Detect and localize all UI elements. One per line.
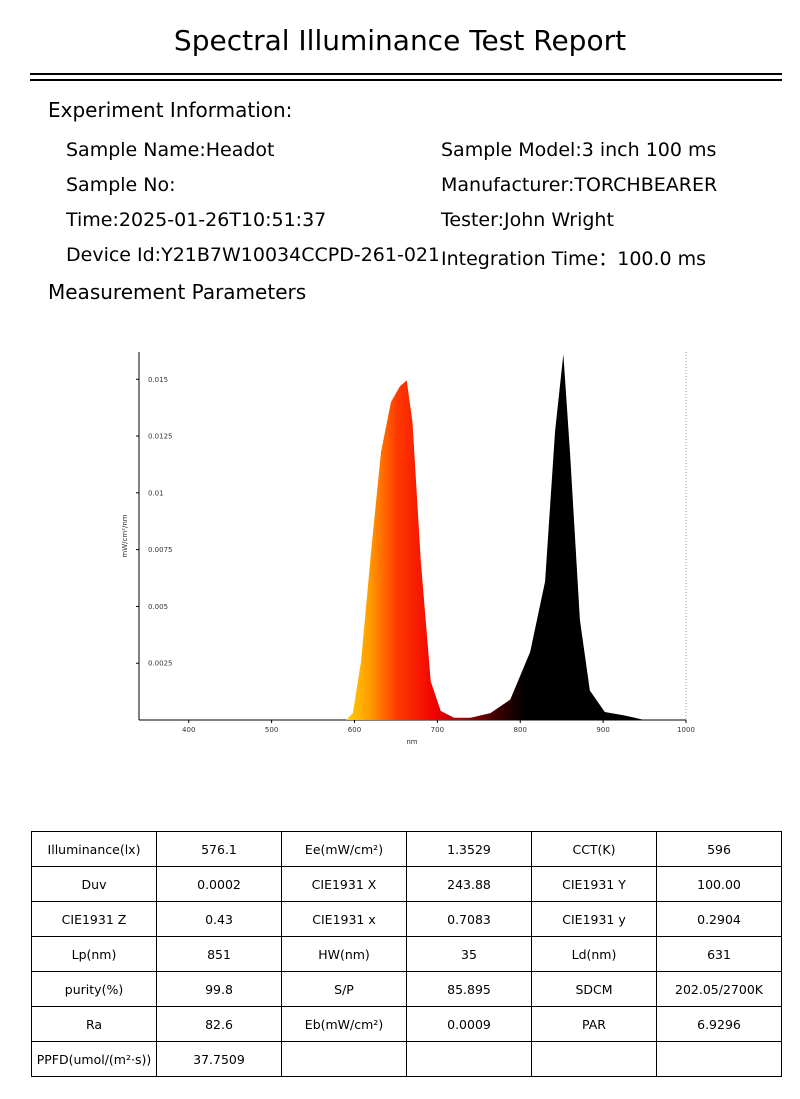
table-cell: PAR bbox=[531, 1006, 657, 1042]
x-axis-label: nm bbox=[406, 738, 417, 746]
table-cell: CCT(K) bbox=[531, 831, 657, 867]
table-row: purity(%) 99.8 S/P 85.895 SDCM 202.05/2700K bbox=[31, 971, 782, 1007]
table-cell: CIE1931 Z bbox=[31, 901, 157, 937]
table-cell: Lp(nm) bbox=[31, 936, 157, 972]
table-cell: 100.00 bbox=[656, 866, 782, 902]
table-cell: 0.0002 bbox=[156, 866, 282, 902]
table-cell: CIE1931 x bbox=[281, 901, 407, 937]
table-row: Lp(nm) 851 HW(nm) 35 Ld(nm) 631 bbox=[31, 936, 782, 972]
y-axis-label: mW/cm²/nm bbox=[121, 514, 129, 557]
table-cell: 0.2904 bbox=[656, 901, 782, 937]
x-tick-label: 500 bbox=[265, 726, 278, 734]
y-tick-label: 0.005 bbox=[148, 603, 168, 611]
table-row: Ra 82.6 Eb(mW/cm²) 0.0009 PAR 6.9296 bbox=[31, 1006, 782, 1042]
x-tick-label: 700 bbox=[431, 726, 444, 734]
section-heading: Experiment Information: bbox=[48, 98, 293, 122]
table-cell-empty bbox=[406, 1041, 532, 1077]
x-tick-label: 600 bbox=[348, 726, 361, 734]
y-tick-label: 0.01 bbox=[148, 489, 164, 497]
table-row: CIE1931 Z 0.43 CIE1931 x 0.7083 CIE1931 y 0.2… bbox=[31, 901, 782, 937]
table-cell-empty bbox=[656, 1041, 782, 1077]
spectrum-chart: nm mW/cm²/nm 400 500 600 700 800 900 1000 0.002… bbox=[121, 352, 695, 746]
table-cell: 596 bbox=[656, 831, 782, 867]
rule bbox=[30, 73, 782, 75]
table-cell: PPFD(umol/(m²·s)) bbox=[31, 1041, 157, 1077]
table-cell-empty bbox=[531, 1041, 657, 1077]
info-field: Sample No: bbox=[66, 174, 176, 196]
table-cell: 35 bbox=[406, 936, 532, 972]
report-title: Spectral Illuminance Test Report bbox=[173, 24, 627, 57]
table-cell: HW(nm) bbox=[281, 936, 407, 972]
table-cell: Duv bbox=[31, 866, 157, 902]
x-tick-label: 1000 bbox=[677, 726, 695, 734]
info-field: Integration Time：100.0 ms bbox=[441, 248, 707, 270]
table-cell: 0.0009 bbox=[406, 1006, 532, 1042]
table-cell: 202.05/2700K bbox=[656, 971, 782, 1007]
table-cell: CIE1931 y bbox=[531, 901, 657, 937]
table-cell: Ee(mW/cm²) bbox=[281, 831, 407, 867]
x-tick-label: 400 bbox=[182, 726, 195, 734]
table-row: Duv 0.0002 CIE1931 X 243.88 CIE1931 Y 100.00 bbox=[31, 866, 782, 902]
table-cell: 99.8 bbox=[156, 971, 282, 1007]
x-tick-label: 900 bbox=[596, 726, 609, 734]
table-cell: CIE1931 Y bbox=[531, 866, 657, 902]
x-tick-label: 800 bbox=[514, 726, 527, 734]
section-heading: Measurement Parameters bbox=[48, 280, 307, 304]
table-cell: 85.895 bbox=[406, 971, 532, 1007]
table-cell: 82.6 bbox=[156, 1006, 282, 1042]
table-cell: 6.9296 bbox=[656, 1006, 782, 1042]
table-cell: purity(%) bbox=[31, 971, 157, 1007]
y-tick-label: 0.015 bbox=[148, 376, 168, 384]
table-cell: Illuminance(lx) bbox=[31, 831, 157, 867]
table-cell: Eb(mW/cm²) bbox=[281, 1006, 407, 1042]
table-cell: 631 bbox=[656, 936, 782, 972]
spectrum-area bbox=[346, 354, 645, 720]
y-tick-label: 0.0025 bbox=[148, 660, 173, 668]
results-table: Illuminance(lx) 576.1 Ee(mW/cm²) 1.3529 CCT(… bbox=[31, 831, 782, 1077]
table-cell: 851 bbox=[156, 936, 282, 972]
table-cell: SDCM bbox=[531, 971, 657, 1007]
info-field: Manufacturer:TORCHBEARER bbox=[441, 174, 718, 196]
table-cell: 37.7509 bbox=[156, 1041, 282, 1077]
table-cell: Ra bbox=[31, 1006, 157, 1042]
y-tick-label: 0.0075 bbox=[148, 546, 173, 554]
table-cell: CIE1931 X bbox=[281, 866, 407, 902]
table-cell: 576.1 bbox=[156, 831, 282, 867]
table-cell: S/P bbox=[281, 971, 407, 1007]
info-field: Sample Model:3 inch 100 ms bbox=[441, 139, 717, 161]
table-cell: 0.43 bbox=[156, 901, 282, 937]
table-cell: 0.7083 bbox=[406, 901, 532, 937]
table-row: Illuminance(lx) 576.1 Ee(mW/cm²) 1.3529 CCT(… bbox=[31, 831, 782, 867]
info-field: Tester:John Wright bbox=[441, 209, 614, 231]
rule bbox=[30, 79, 782, 81]
info-field: Device Id:Y21B7W10034CCPD-261-0215 bbox=[66, 244, 438, 266]
table-cell: Ld(nm) bbox=[531, 936, 657, 972]
table-row: PPFD(umol/(m²·s)) 37.7509 bbox=[31, 1041, 782, 1077]
info-field: Time:2025-01-26T10:51:37 bbox=[66, 209, 327, 231]
y-tick-label: 0.0125 bbox=[148, 433, 173, 441]
table-cell-empty bbox=[281, 1041, 407, 1077]
table-cell: 243.88 bbox=[406, 866, 532, 902]
table-cell: 1.3529 bbox=[406, 831, 532, 867]
info-field: Sample Name:Headot bbox=[66, 139, 275, 161]
